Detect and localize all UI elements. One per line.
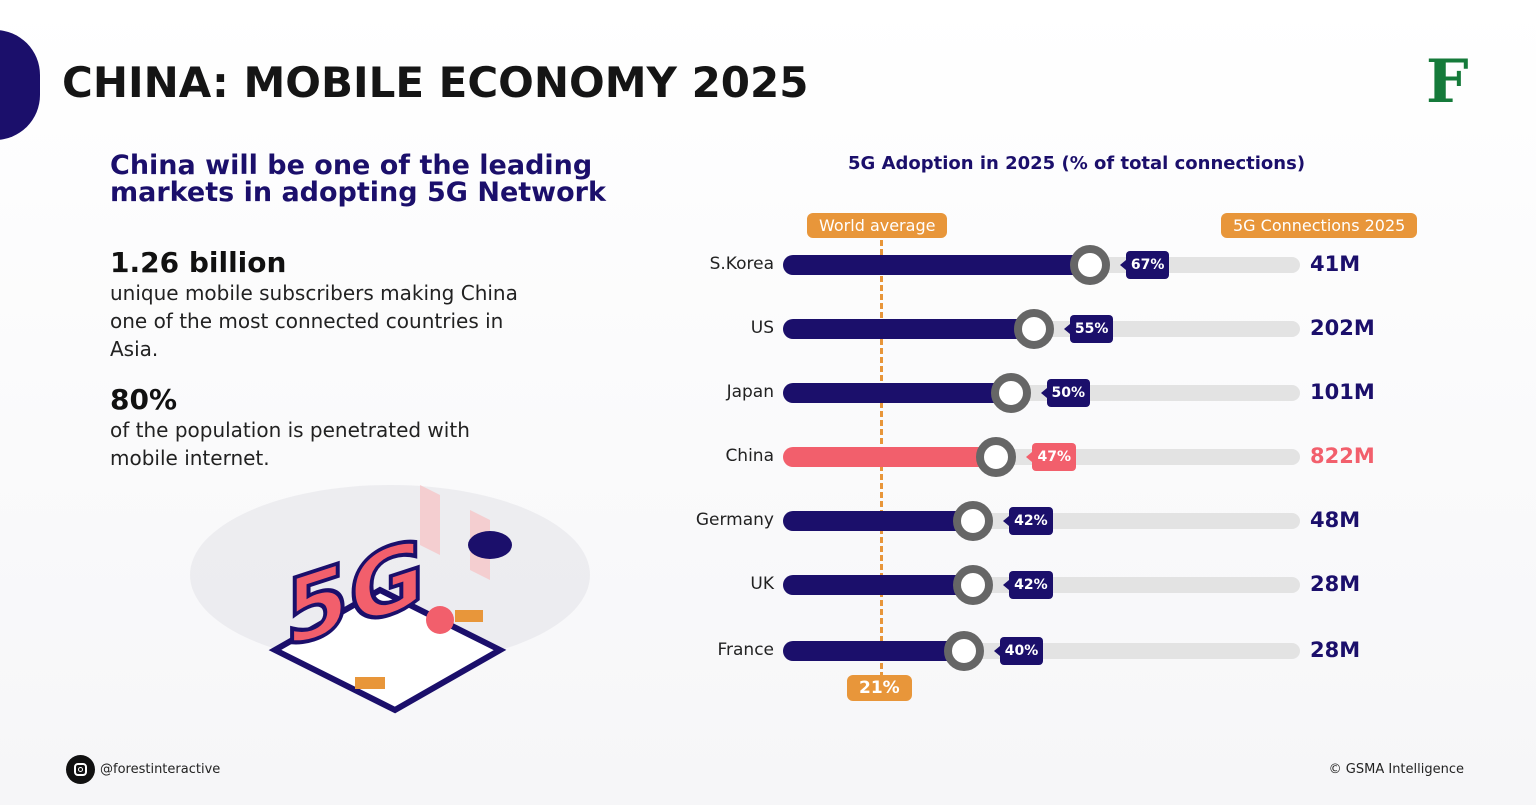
bar-end-marker	[1069, 245, 1110, 285]
country-label: UK	[750, 574, 774, 594]
value-label: 67%	[1119, 251, 1170, 279]
country-label: Japan	[726, 382, 774, 402]
country-label: Germany	[695, 510, 774, 530]
brand-logo: F	[1426, 47, 1469, 117]
chart-title: 5G Adoption in 2025 (% of total connecti…	[848, 153, 1306, 174]
world-average-value: 21%	[847, 675, 912, 701]
stat-penetration-value: 80%	[110, 383, 178, 416]
value-label: 55%	[1063, 315, 1114, 343]
connections-value: 28M	[1310, 572, 1361, 596]
bar-end-marker	[1013, 309, 1054, 349]
connections-value: 101M	[1310, 380, 1375, 404]
connections-value: 48M	[1310, 508, 1361, 532]
social-handle[interactable]: @forestinteractive	[100, 762, 221, 777]
bar-end-marker	[953, 565, 994, 605]
country-label: S.Korea	[709, 254, 774, 274]
bar-china	[783, 447, 1003, 467]
subtitle: China will be one of the leading markets…	[110, 150, 606, 208]
platform	[268, 586, 507, 714]
connections-value: 202M	[1310, 316, 1375, 340]
stat-subscribers-value: 1.26 billion	[110, 246, 287, 279]
page-title: CHINA: MOBILE ECONOMY 2025	[62, 58, 809, 107]
bar-france	[783, 641, 970, 661]
decorative-tab	[0, 30, 40, 140]
stat-subscribers-text: unique mobile subscribers making China o…	[110, 281, 518, 361]
value-label: 42%	[1003, 571, 1053, 599]
connections-header: 5G Connections 2025	[1221, 213, 1418, 238]
bar-end-marker	[943, 631, 984, 671]
value-label: 40%	[993, 637, 1044, 665]
bar-us	[783, 319, 1040, 339]
bar-end-marker	[976, 437, 1017, 477]
source-credit: © GSMA Intelligence	[1328, 762, 1464, 777]
country-label: China	[725, 446, 774, 466]
country-label: US	[750, 318, 774, 338]
instagram-icon	[66, 755, 95, 784]
bar-japan	[783, 383, 1017, 403]
world-average-label: World average	[807, 213, 948, 238]
bar-skorea	[783, 255, 1096, 275]
country-label: France	[717, 640, 774, 660]
bar-uk	[783, 575, 980, 595]
5g-illustration: 5G	[190, 485, 590, 714]
bar-end-marker	[990, 373, 1031, 413]
value-label: 42%	[1003, 507, 1053, 535]
bar-end-marker	[953, 501, 994, 541]
connections-value: 41M	[1310, 252, 1361, 276]
value-label: 47%	[1026, 443, 1076, 471]
connections-value: 28M	[1310, 638, 1361, 662]
connections-value: 822M	[1310, 444, 1375, 468]
bar-germany	[783, 511, 980, 531]
value-label: 50%	[1040, 379, 1091, 407]
stat-penetration-text: of the population is penetrated with mob…	[110, 418, 470, 470]
